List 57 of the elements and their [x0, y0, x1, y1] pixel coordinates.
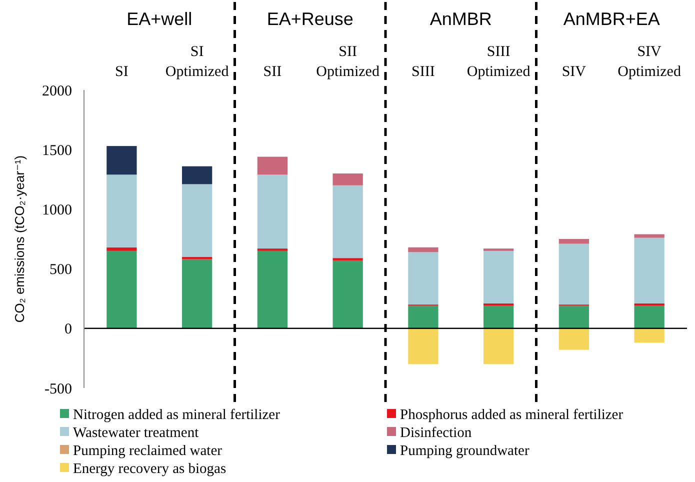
bar — [483, 250, 514, 304]
text: AnMBR+EA — [563, 9, 660, 29]
y-tick-label: 500 — [50, 262, 72, 278]
x-tick-label: SI — [115, 64, 128, 80]
bar — [332, 185, 363, 258]
legend-label: Pumping reclaimed water — [73, 443, 222, 460]
bar — [634, 306, 664, 328]
bar — [558, 244, 590, 305]
y-tick-label: 2000 — [42, 83, 72, 100]
bar — [408, 247, 438, 252]
bar — [106, 247, 137, 251]
bar — [634, 238, 664, 304]
text: AnMBR — [430, 9, 492, 29]
bar — [634, 328, 664, 343]
x-tick-label: SII — [263, 64, 282, 80]
legend-label: Phosphorus added as mineral fertilizer — [400, 407, 624, 424]
legend-label: Nitrogen added as mineral fertilizer — [73, 407, 280, 424]
bar — [408, 328, 438, 364]
bar — [182, 184, 212, 257]
bar — [257, 250, 288, 328]
y-axis-title: CO₂ emissions (tCO₂·year⁻¹) — [12, 155, 27, 323]
y-tick-label: -500 — [44, 381, 72, 398]
bar — [483, 306, 514, 328]
bar — [558, 239, 590, 244]
y-tick-label: 0 — [64, 322, 72, 338]
bar — [257, 156, 288, 175]
bar — [483, 328, 514, 364]
x-tick-label: SIII — [412, 64, 435, 80]
x-tick-label: SI Optimized — [165, 44, 230, 80]
bar — [182, 256, 212, 260]
bar — [106, 174, 137, 248]
bar — [106, 250, 137, 328]
bar — [332, 173, 363, 186]
x-tick-label: SII Optimized — [316, 44, 380, 80]
bar — [408, 306, 438, 328]
x-tick-label: SIV — [562, 64, 586, 80]
x-tick-label: SIII Optimized — [466, 44, 531, 80]
bar — [634, 234, 664, 238]
legend-label: Wastewater treatment — [73, 425, 199, 442]
text: EA+Reuse — [266, 9, 354, 29]
bar — [558, 328, 590, 350]
text: EA+well — [126, 9, 192, 29]
bar — [408, 252, 438, 305]
legend-label: Energy recovery as biogas — [73, 461, 226, 478]
bar — [483, 303, 514, 306]
bar — [257, 174, 288, 249]
x-tick-label: SIV Optimized — [618, 44, 682, 80]
bar — [332, 260, 363, 328]
y-tick-label: 1500 — [42, 142, 72, 159]
legend-label: Pumping groundwater — [400, 443, 530, 460]
bar — [106, 146, 137, 175]
y-tick-label: 1000 — [42, 202, 72, 218]
bar — [558, 306, 590, 328]
legend-label: Disinfection — [400, 425, 472, 442]
bar — [182, 259, 212, 328]
bar — [634, 303, 664, 306]
bar — [182, 166, 212, 184]
